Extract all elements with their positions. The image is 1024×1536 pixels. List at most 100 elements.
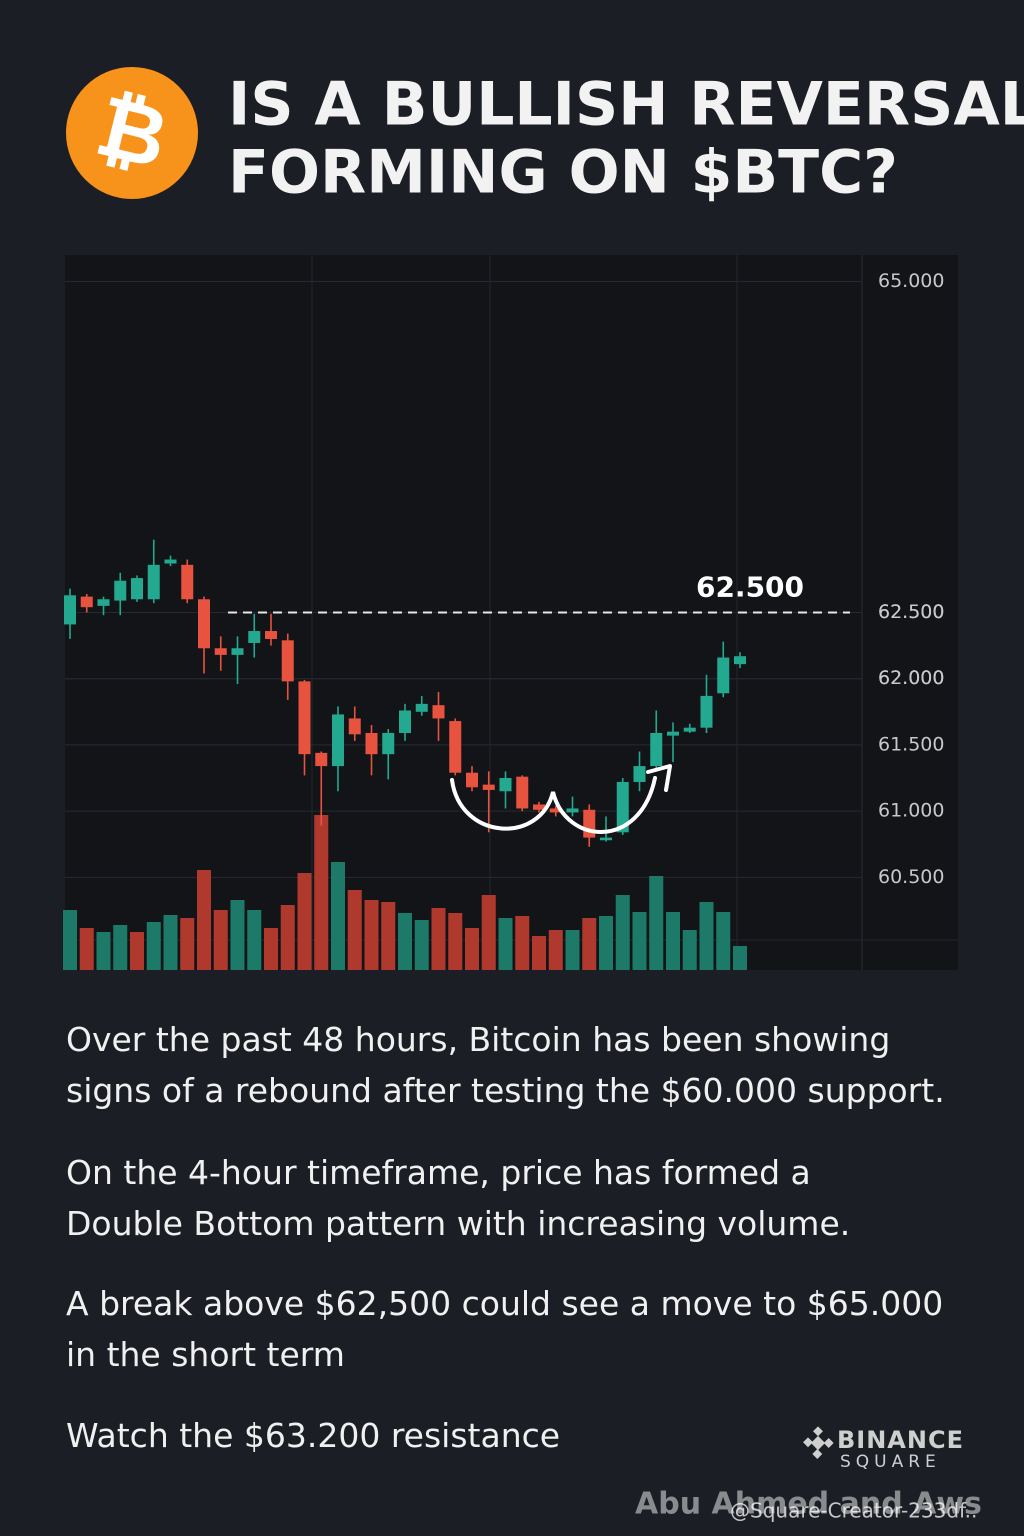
candle-body (667, 731, 679, 736)
paragraph-line: Double Bottom pattern with increasing vo… (66, 1204, 851, 1243)
volume-bar (481, 895, 496, 970)
paragraph-line: in the short term (66, 1335, 345, 1374)
volume-bar (96, 932, 111, 970)
candle-body (348, 718, 361, 735)
candle-body (265, 631, 277, 639)
title-line: IS A BULLISH REVERSAL (228, 70, 1024, 140)
candle-body (298, 681, 311, 755)
volume-bar (666, 912, 680, 970)
y-tick-label: 60.500 (878, 866, 944, 888)
volume-bar (699, 902, 714, 970)
candle-body (131, 578, 143, 600)
volume-bar (113, 925, 128, 970)
volume-bar (615, 895, 630, 970)
binance-logo (803, 1426, 834, 1459)
resistance-label: 62.500 (696, 571, 804, 604)
candle-body (281, 640, 294, 682)
volume-bar (130, 932, 144, 970)
volume-bar (247, 910, 262, 970)
candle-body (616, 781, 629, 833)
candle-body (650, 732, 663, 767)
candle-body (499, 778, 512, 792)
y-tick-label: 61.500 (878, 733, 944, 755)
volume-bar (398, 913, 412, 970)
candle-body (482, 784, 495, 790)
paragraph-line: Watch the $63.200 resistance (66, 1416, 561, 1455)
volume-bar (632, 912, 647, 970)
paragraph: A break above $62,500 could see a move t… (66, 1278, 943, 1380)
paragraph-line: signs of a rebound after testing the $60… (66, 1071, 945, 1110)
candle-body (64, 595, 76, 625)
volume-bar (649, 876, 664, 970)
paragraph-line: Over the past 48 hours, Bitcoin has been… (66, 1020, 891, 1059)
watermark-handle: @Square-Creator-233df.. (730, 1499, 977, 1523)
volume-bar (515, 916, 530, 970)
volume-bar (347, 890, 362, 970)
volume-bar (197, 870, 211, 970)
volume-bar (264, 928, 278, 970)
candle-body (717, 657, 730, 694)
volume-bar (213, 910, 228, 970)
candle-body (415, 703, 428, 712)
y-tick-label: 65.000 (878, 270, 944, 292)
candle-body (382, 732, 395, 755)
y-tick-label: 62.000 (878, 667, 944, 689)
candle-body (566, 808, 579, 813)
candle-body (97, 599, 110, 606)
candle-body (600, 837, 612, 841)
brand-name: BINANCE (837, 1426, 964, 1454)
volume-bar (180, 918, 195, 970)
candle-body (399, 710, 411, 733)
bitcoin-logo (66, 67, 198, 199)
volume-bar (364, 900, 379, 970)
candle-body (700, 695, 713, 728)
candle-body (734, 656, 746, 665)
candle-body (248, 631, 261, 643)
candle-body (633, 766, 646, 782)
candle-body (533, 804, 545, 810)
volume-bar (448, 913, 463, 970)
candle-body (114, 580, 127, 601)
volume-bar (297, 873, 312, 970)
volume-bar (431, 908, 446, 970)
candle-body (315, 752, 328, 767)
candle-body (231, 648, 244, 655)
volume-bar (465, 928, 479, 970)
volume-bar (682, 930, 697, 970)
volume-bar (582, 918, 597, 970)
candle-body (214, 648, 227, 655)
volume-bar (733, 946, 747, 970)
volume-bar (314, 815, 329, 970)
volume-bar (381, 902, 396, 970)
volume-bar (548, 930, 563, 970)
candle-body (365, 732, 378, 755)
candle-body (181, 564, 194, 600)
volume-bar (331, 862, 345, 970)
paragraph: On the 4-hour timeframe, price has forme… (66, 1147, 850, 1249)
candle-body (549, 808, 562, 813)
double-bottom-arrow (450, 776, 657, 834)
candle-body (432, 705, 445, 719)
arrow-head (646, 764, 672, 792)
y-tick-label: 61.000 (878, 800, 944, 822)
title-line: FORMING ON $BTC? (228, 138, 898, 208)
candle-body (198, 599, 210, 649)
volume-bar (414, 920, 429, 970)
volume-bar (63, 910, 77, 970)
volume-bar (230, 900, 245, 970)
volume-bar (565, 930, 580, 970)
paragraph: Watch the $63.200 resistance (66, 1410, 560, 1461)
volume-bar (532, 936, 546, 970)
y-tick-label: 62.000 (878, 667, 944, 689)
volume-bar (599, 916, 613, 970)
volume-bar (163, 915, 178, 970)
volume-bar (146, 922, 161, 970)
plot: 65.00062.50062.00062.50062.00061.50061.0… (63, 255, 958, 970)
candle-body (164, 559, 177, 564)
volume-bar (716, 912, 731, 970)
watermark-author: Abu Ahmed and Aws (635, 1487, 982, 1522)
volume-bar (79, 928, 94, 970)
candle-body (147, 564, 160, 600)
candle-body (449, 721, 462, 773)
